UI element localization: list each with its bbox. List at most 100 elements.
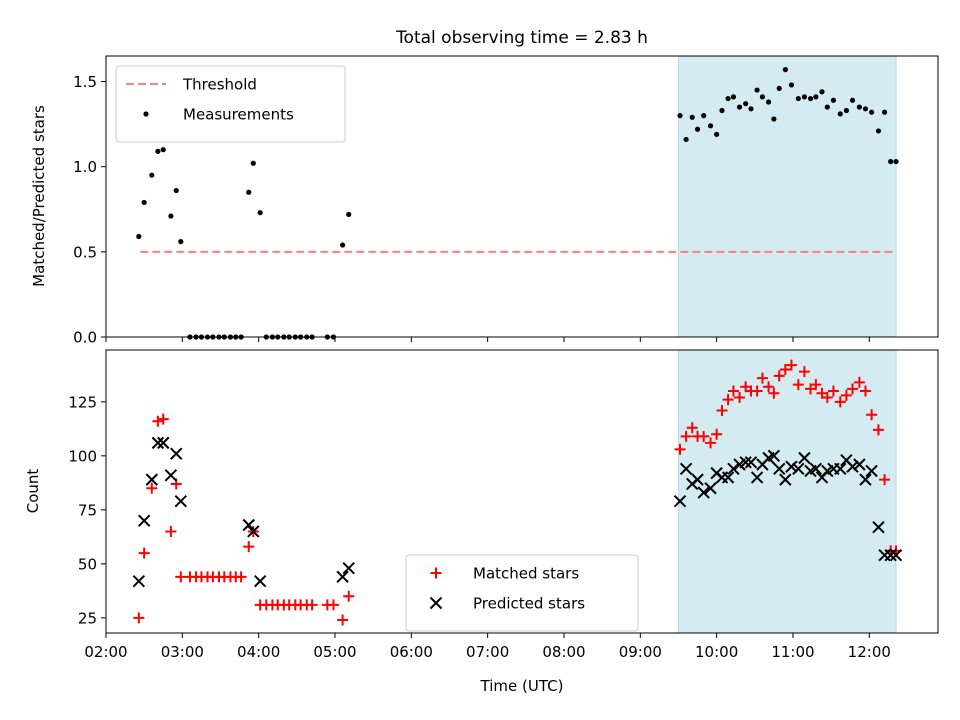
series-matched-stars <box>133 359 902 626</box>
data-point <box>247 525 260 538</box>
data-point <box>840 389 852 401</box>
data-point <box>342 561 355 575</box>
data-point <box>853 376 865 388</box>
x-tick-label: 09:00 <box>619 643 662 661</box>
data-point <box>792 462 805 476</box>
x-tick-label: 04:00 <box>237 643 280 661</box>
y-tick-label: 1.0 <box>73 158 97 176</box>
data-point <box>872 424 884 436</box>
legend-label: Predicted stars <box>473 595 585 613</box>
data-point <box>704 482 717 495</box>
data-point <box>257 210 263 216</box>
shaded-interval <box>677 56 897 337</box>
data-point <box>795 95 801 102</box>
data-point <box>853 458 866 471</box>
y-tick-label: 125 <box>68 393 97 411</box>
data-point <box>868 109 875 115</box>
data-point <box>133 612 145 624</box>
data-point <box>246 189 252 195</box>
data-point <box>157 436 170 450</box>
legend-item: Matched stars <box>430 565 579 583</box>
data-point <box>819 89 825 95</box>
data-point <box>673 495 687 508</box>
data-point <box>788 82 795 88</box>
data-point <box>773 370 785 382</box>
x-tick-label: 08:00 <box>542 643 585 661</box>
y-tick-label: 100 <box>68 447 97 465</box>
data-point <box>846 460 859 473</box>
legend-box <box>115 65 346 143</box>
data-point <box>691 473 704 486</box>
data-point <box>730 94 737 100</box>
data-point <box>884 549 897 562</box>
data-point <box>346 211 352 217</box>
x-axis-label: Time (UTC) <box>480 677 564 695</box>
data-point <box>865 464 878 478</box>
data-point <box>327 599 339 611</box>
data-point <box>178 239 184 245</box>
top-panel: 0.0 0.5 1.0 1.5 Matched/Predicted stars Thr… <box>30 55 939 347</box>
data-point <box>707 123 714 129</box>
data-point <box>779 473 792 486</box>
data-point <box>756 372 768 384</box>
data-point <box>856 104 862 110</box>
legend-swatch <box>430 567 442 579</box>
legend-label: Measurements <box>183 106 294 124</box>
data-point <box>242 518 255 532</box>
data-point <box>727 385 739 397</box>
data-point <box>689 114 695 120</box>
data-point <box>767 449 781 463</box>
legend-box <box>405 554 639 632</box>
data-point <box>834 396 846 408</box>
data-point <box>763 381 775 393</box>
data-point <box>739 456 752 469</box>
data-point <box>872 520 885 534</box>
data-point <box>859 473 872 486</box>
series-predicted-stars <box>132 436 903 588</box>
data-point <box>716 404 728 416</box>
data-point <box>768 387 780 399</box>
data-point <box>837 111 843 117</box>
data-point <box>164 469 178 482</box>
data-point <box>821 392 833 404</box>
data-point <box>827 385 839 397</box>
data-point <box>157 413 169 425</box>
data-point <box>875 128 882 134</box>
data-point <box>881 109 888 115</box>
data-point <box>170 447 183 460</box>
y-tick-label: 50 <box>78 555 97 573</box>
y-tick-label: 75 <box>78 501 97 519</box>
x-tick-label: 12:00 <box>848 643 891 661</box>
data-point <box>771 116 777 122</box>
legend-swatch <box>143 111 149 117</box>
data-point <box>824 104 830 110</box>
bottom-axes-frame <box>105 349 939 634</box>
x-tick-label: 02:00 <box>84 643 127 661</box>
x-tick-label: 07:00 <box>466 643 509 661</box>
data-point <box>727 462 740 476</box>
data-point <box>879 474 891 486</box>
data-point <box>810 379 822 391</box>
data-point <box>779 363 791 375</box>
data-point <box>782 67 788 73</box>
data-point <box>173 187 179 194</box>
data-point <box>743 101 749 107</box>
data-point <box>235 571 247 583</box>
legend-item: Threshold <box>126 76 257 94</box>
data-point <box>174 495 188 508</box>
x-tick-label: 11:00 <box>771 643 814 661</box>
data-point <box>165 525 177 537</box>
data-point <box>674 443 686 455</box>
data-point <box>773 462 786 476</box>
data-point <box>152 415 164 427</box>
data-point <box>141 199 147 206</box>
y-tick-label: 25 <box>78 609 97 627</box>
data-point <box>893 158 899 165</box>
data-point <box>798 451 811 465</box>
legend-swatch <box>429 596 443 610</box>
legend-item: Predicted stars <box>429 595 585 613</box>
data-point <box>686 422 698 434</box>
data-point <box>683 136 689 143</box>
top-axes-frame <box>105 55 939 338</box>
data-point <box>748 106 754 112</box>
